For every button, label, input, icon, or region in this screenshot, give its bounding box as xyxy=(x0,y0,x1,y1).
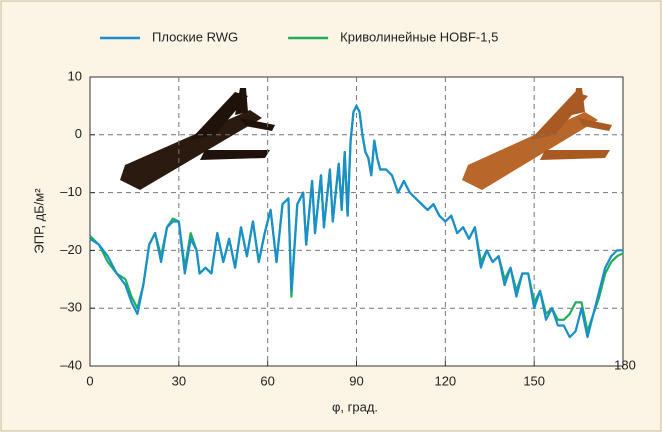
x-tick-label: 180 xyxy=(614,357,636,372)
x-tick-label: 30 xyxy=(172,373,186,388)
x-tick-label: 0 xyxy=(86,373,93,388)
legend-label: Криволинейные HOBF-1,5 xyxy=(340,29,498,44)
x-axis-label: φ, град. xyxy=(332,399,378,414)
x-tick-label: 60 xyxy=(260,373,274,388)
y-axis-label: ЭПР, дБ/м² xyxy=(31,188,46,254)
y-tick-label: –30 xyxy=(60,300,82,315)
x-tick-label: 150 xyxy=(523,373,545,388)
plane-orange xyxy=(462,88,612,190)
line-series xyxy=(89,104,623,339)
y-tick-label: –10 xyxy=(60,184,82,199)
y-tick-label: –40 xyxy=(60,357,82,372)
plane-dark xyxy=(120,88,275,190)
y-tick-label: –20 xyxy=(60,242,82,257)
x-tick-label: 90 xyxy=(349,373,363,388)
y-tick-label: 10 xyxy=(68,68,82,83)
legend-label: Плоские RWG xyxy=(152,29,238,44)
y-tick-label: 0 xyxy=(75,126,82,141)
x-tick-label: 120 xyxy=(434,373,456,388)
